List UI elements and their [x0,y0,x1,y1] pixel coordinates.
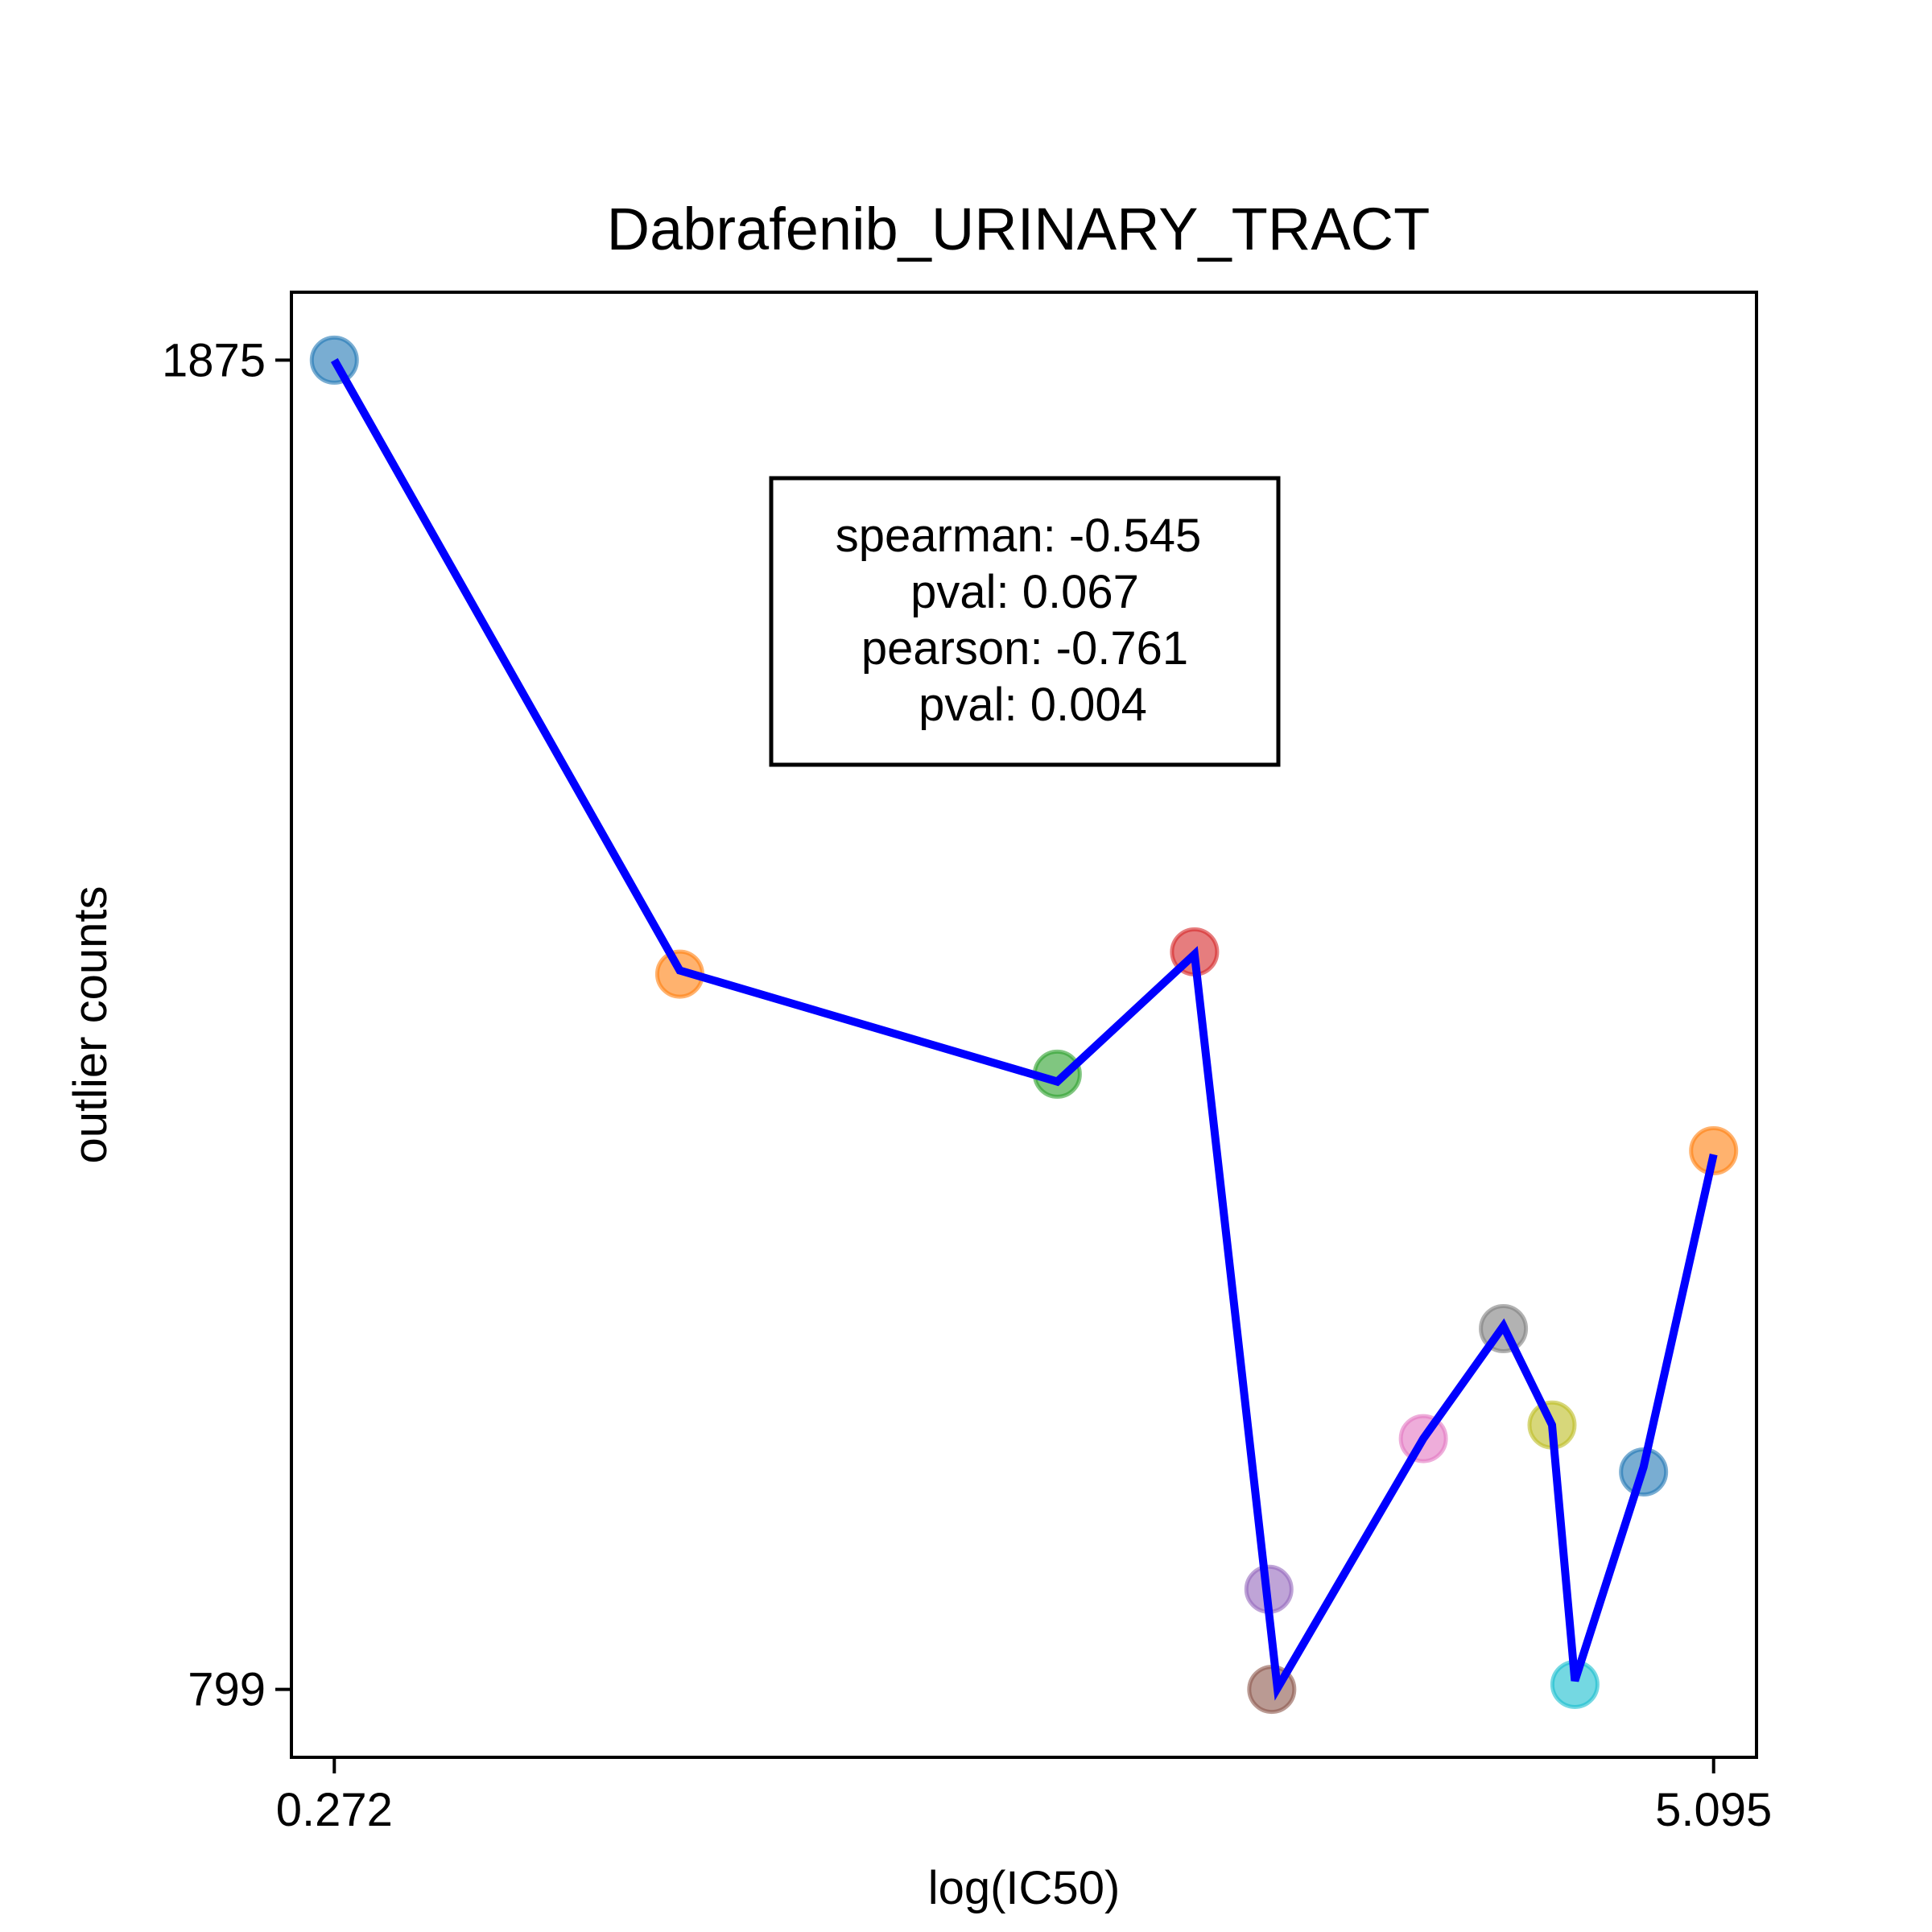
x-tick-label-1: 0.272 [276,1784,393,1836]
pearson-pval-stat: pval: 0.004 [919,679,1147,731]
spearman-stat: spearman: -0.545 [836,510,1202,562]
chart-title: Dabrafenib_URINARY_TRACT [607,196,1430,262]
scatter-point-12 [1689,1126,1739,1176]
pearson-stat: pearson: -0.761 [861,622,1188,675]
stats-box: spearman: -0.545 pval: 0.067 pearson: -0… [769,476,1281,767]
x-axis-label: log(IC50) [928,1862,1121,1914]
y-tick-label-2: 799 [188,1664,266,1716]
plot-frame [290,291,1758,1759]
ticks-layer: 0.272 5.095 1875 799 [162,334,1772,1836]
fit-line [330,357,1718,1701]
y-axis-label: outlier counts [64,886,117,1164]
scatter-point-1 [309,335,359,385]
stats-box-frame [769,476,1281,767]
y-tick-label-1: 1875 [162,334,266,386]
spearman-pval-stat: pval: 0.067 [910,566,1139,618]
marks-layer [309,335,1739,1715]
x-tick-label-2: 5.095 [1655,1784,1772,1836]
